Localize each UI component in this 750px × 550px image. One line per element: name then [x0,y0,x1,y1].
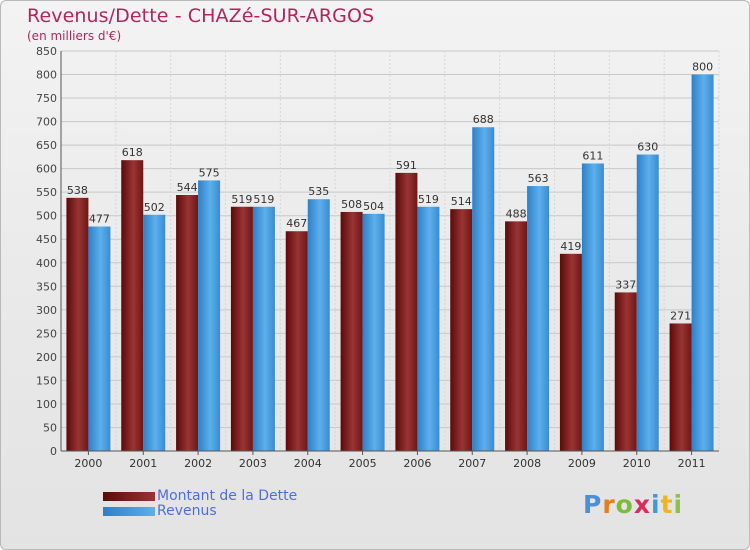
data-label: 563 [528,172,549,185]
bar-revenus [143,214,166,451]
y-tick-label: 800 [36,69,57,82]
x-tick-label: 2004 [294,457,322,470]
bar-dette [395,172,418,451]
x-tick-label: 2007 [458,457,486,470]
bar-revenus [581,163,604,451]
x-tick-label: 2005 [349,457,377,470]
data-label: 535 [308,185,329,198]
data-label: 419 [560,240,581,253]
data-label: 519 [253,193,274,206]
data-label: 688 [473,113,494,126]
data-label: 544 [177,181,198,194]
x-tick-label: 2011 [678,457,706,470]
y-tick-label: 150 [36,374,57,387]
data-label: 519 [418,193,439,206]
data-label: 630 [637,141,658,154]
bar-revenus [691,74,714,451]
y-tick-label: 600 [36,163,57,176]
data-label: 337 [615,278,636,291]
y-tick-label: 500 [36,210,57,223]
bar-revenus [636,154,659,451]
data-label: 271 [670,309,691,322]
bar-dette [669,323,692,451]
y-tick-label: 100 [36,398,57,411]
legend-swatch-revenus [103,506,155,516]
y-tick-label: 850 [36,45,57,58]
bar-dette [230,206,253,451]
data-label: 591 [396,159,417,172]
bar-dette [285,231,308,451]
x-tick-label: 2000 [74,457,102,470]
y-tick-label: 750 [36,92,57,105]
data-label: 618 [122,146,143,159]
data-label: 611 [582,149,603,162]
legend-label-revenus: Revenus [157,503,217,519]
legend-label-debt: Montant de la Dette [157,488,298,504]
bar-revenus [252,206,275,451]
legend-swatch-debt [103,491,155,501]
x-tick-label: 2001 [129,457,157,470]
bar-dette [450,209,473,451]
chart-subtitle: (en milliers d'€) [27,29,122,43]
y-tick-label: 450 [36,233,57,246]
bar-dette [176,195,199,451]
x-tick-label: 2002 [184,457,212,470]
y-tick-label: 650 [36,139,57,152]
legend-item-revenus: Revenus [103,504,217,518]
bar-revenus [472,127,495,451]
x-tick-label: 2006 [403,457,431,470]
y-tick-label: 350 [36,280,57,293]
data-label: 538 [67,184,88,197]
y-tick-label: 400 [36,257,57,270]
y-tick-label: 300 [36,304,57,317]
y-tick-label: 550 [36,186,57,199]
data-label: 488 [506,207,527,220]
bar-dette [614,292,637,451]
bar-dette [66,197,89,451]
y-tick-label: 700 [36,116,57,129]
legend-item-debt: Montant de la Dette [103,489,297,503]
data-label: 502 [144,201,165,214]
bar-revenus [417,206,440,451]
data-label: 575 [199,166,220,179]
chart-title: Revenus/Dette - CHAZé-SUR-ARGOS [27,5,375,27]
x-tick-label: 2003 [239,457,267,470]
bar-dette [505,221,528,451]
data-label: 514 [451,195,472,208]
data-label: 800 [692,61,713,74]
data-label: 519 [231,193,252,206]
y-tick-label: 200 [36,351,57,364]
y-tick-label: 50 [43,421,57,434]
y-tick-label: 0 [50,445,57,458]
bar-revenus [362,213,385,451]
data-label: 477 [89,213,110,226]
x-tick-label: 2010 [623,457,651,470]
bar-revenus [88,226,111,451]
x-tick-label: 2008 [513,457,541,470]
bar-revenus [527,186,550,451]
bar-revenus [198,180,221,452]
data-label: 508 [341,198,362,211]
bar-dette [340,211,363,451]
bar-dette [121,160,144,452]
x-tick-label: 2009 [568,457,596,470]
bar-revenus [307,199,330,451]
data-label: 467 [286,217,307,230]
proxiti-logo: Proxiti [583,490,684,519]
data-label: 504 [363,200,384,213]
bar-dette [559,253,582,451]
y-tick-label: 250 [36,327,57,340]
